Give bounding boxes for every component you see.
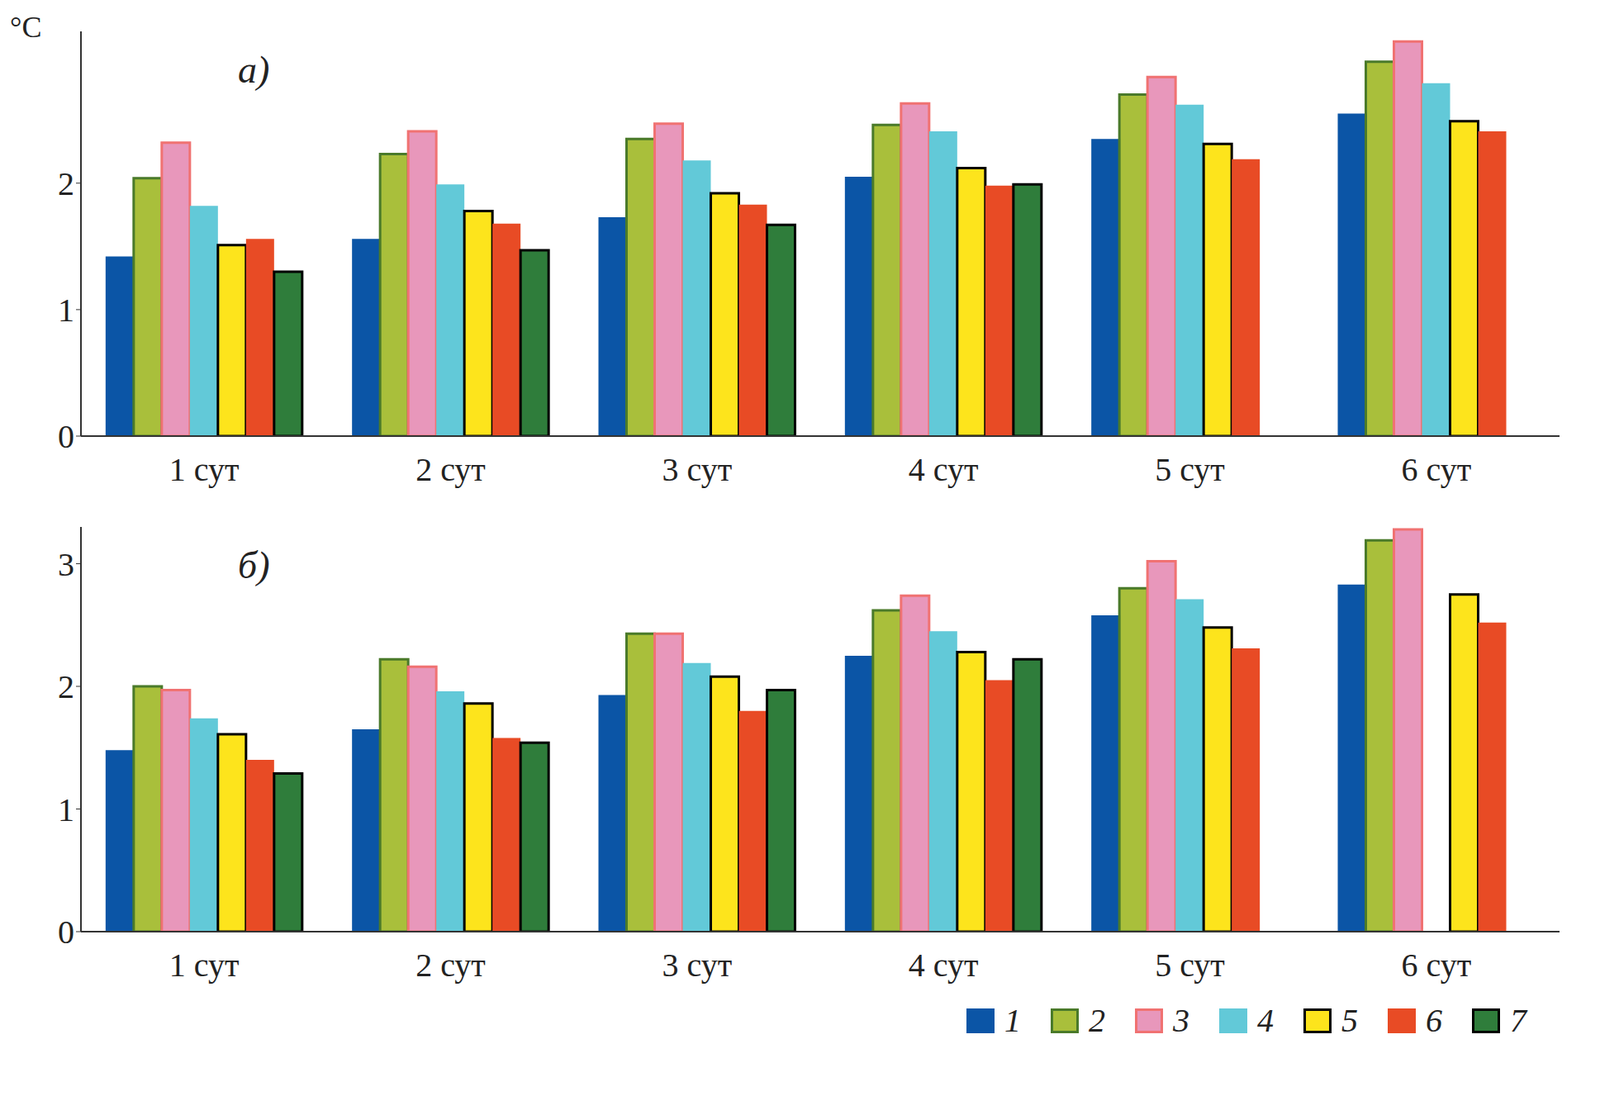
svg-text:6 сут: 6 сут xyxy=(1400,946,1472,984)
svg-text:1 сут: 1 сут xyxy=(169,946,240,984)
html-text:2: 2 xyxy=(1088,1001,1106,1040)
svg-text:5 сут: 5 сут xyxy=(1154,946,1225,984)
html-text:6: 6 xyxy=(1425,1001,1443,1040)
svg-text:3: 3 xyxy=(57,545,75,584)
svg-text:1: 1 xyxy=(57,291,75,329)
svg-text:3 сут: 3 сут xyxy=(661,451,732,489)
svg-text:1 сут: 1 сут xyxy=(169,451,240,489)
svg-text:2 сут: 2 сут xyxy=(415,451,486,489)
svg-text:1: 1 xyxy=(57,791,75,829)
svg-text:4 сут: 4 сут xyxy=(908,946,979,984)
html-text:7: 7 xyxy=(1509,1001,1527,1040)
html-text:4: 4 xyxy=(1257,1001,1274,1040)
html-text:3: 3 xyxy=(1172,1001,1190,1040)
html-text:°C: °C xyxy=(9,10,42,44)
html-text:1: 1 xyxy=(1004,1001,1021,1040)
svg-text:3 сут: 3 сут xyxy=(661,946,732,984)
svg-text:2: 2 xyxy=(57,165,75,203)
svg-text:4 сут: 4 сут xyxy=(908,451,979,489)
svg-text:5 сут: 5 сут xyxy=(1154,451,1225,489)
html-text:б): б) xyxy=(237,544,270,587)
html-text:а): а) xyxy=(237,48,270,91)
svg-text:6 сут: 6 сут xyxy=(1400,451,1472,489)
svg-text:0: 0 xyxy=(57,913,75,951)
html-text:5: 5 xyxy=(1341,1001,1358,1040)
svg-text:2 сут: 2 сут xyxy=(415,946,486,984)
svg-text:2: 2 xyxy=(57,668,75,706)
svg-text:0: 0 xyxy=(57,417,75,456)
